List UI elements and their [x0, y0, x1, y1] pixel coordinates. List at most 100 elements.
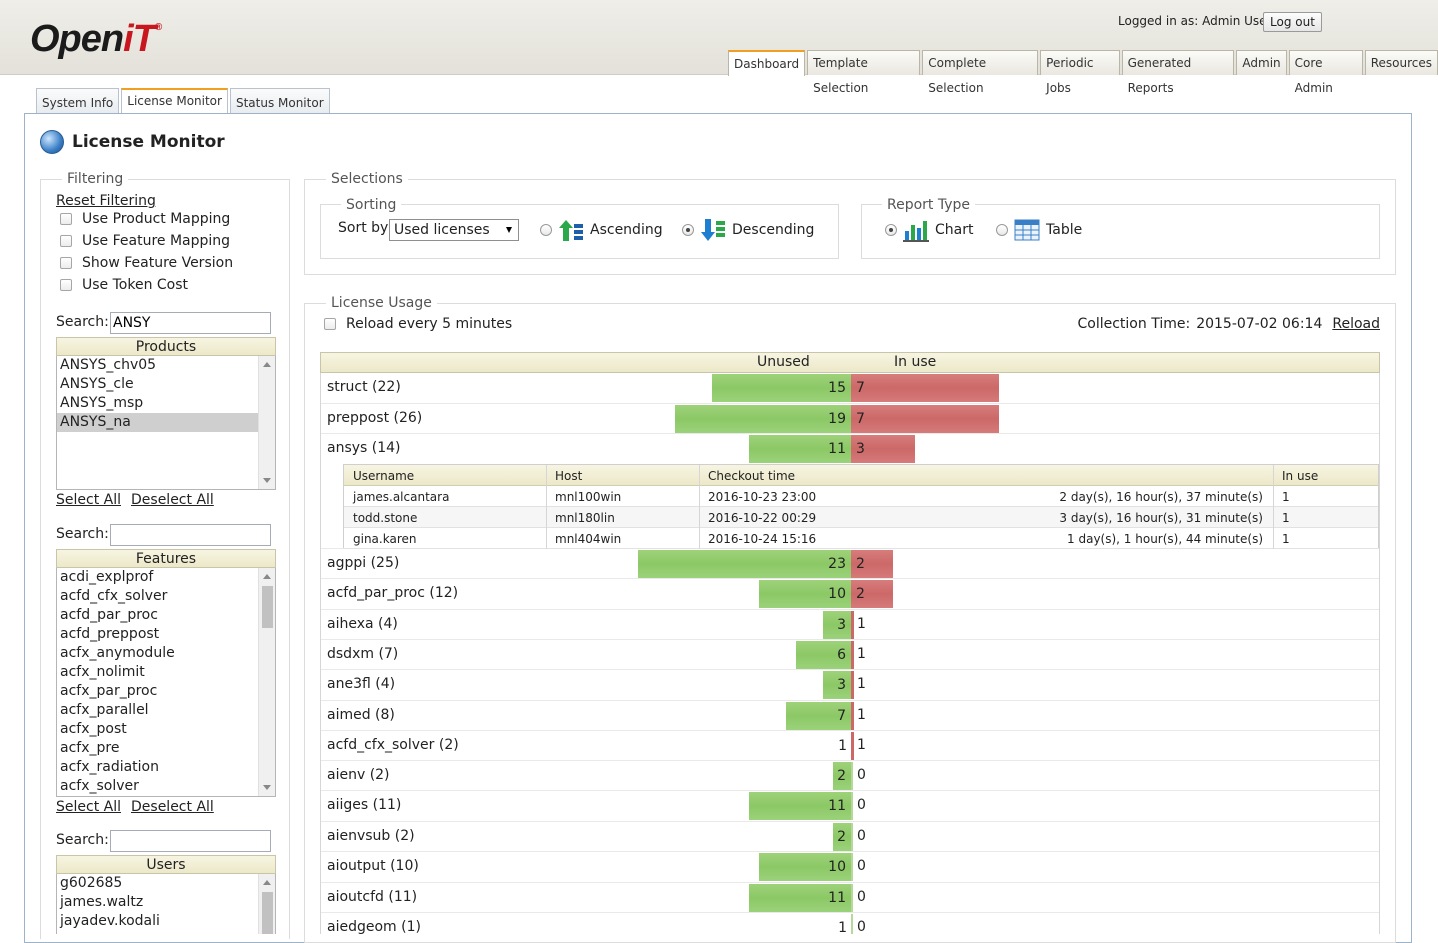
tab-periodic-jobs[interactable]: Periodic Jobs	[1040, 50, 1120, 95]
row-label: aienv (2)	[327, 767, 390, 783]
tab-core-admin[interactable]: Core Admin	[1288, 50, 1363, 95]
table-icon	[1014, 219, 1040, 241]
chart-row[interactable]: aioutcfd (11) 11 0	[321, 883, 1379, 913]
detail-table-row[interactable]: james.alcantara mnl100win 2016-10-23 23:00…	[344, 486, 1378, 507]
detail-duration: 1 day(s), 1 hour(s), 44 minute(s)	[1067, 532, 1263, 546]
tab-license-monitor[interactable]: License Monitor	[121, 88, 228, 113]
unused-bar: 3	[823, 671, 851, 699]
list-item[interactable]: g602685	[60, 875, 123, 891]
detail-cell: mnl100win	[555, 490, 622, 504]
chart-row[interactable]: aimed (8) 7 1	[321, 701, 1379, 731]
features-deselect-all[interactable]: Deselect All	[131, 799, 214, 815]
collection-time-value: 2015-07-02 06:14	[1196, 316, 1323, 332]
list-item-selected[interactable]: ANSYS_na	[57, 413, 259, 432]
chart-label: Chart	[935, 222, 974, 238]
tab-dashboard[interactable]: Dashboard	[728, 50, 806, 76]
list-item[interactable]: acfx_nolimit	[60, 664, 145, 680]
list-item[interactable]: acfd_cfx_solver	[60, 588, 168, 604]
list-item[interactable]: ANSYS_chv05	[60, 357, 157, 373]
logout-button[interactable]: Log out	[1263, 12, 1322, 32]
tab-admin[interactable]: Admin	[1236, 50, 1287, 75]
detail-table-row[interactable]: gina.karen mnl404win 2016-10-24 15:16 1 1 da…	[344, 528, 1378, 549]
reload-link[interactable]: Reload	[1332, 316, 1380, 332]
chart-row[interactable]: dsdxm (7) 6 1	[321, 640, 1379, 670]
users-scrollbar[interactable]	[258, 874, 275, 934]
feature-mapping-checkbox[interactable]	[60, 235, 72, 247]
in-use-column-header: In use	[894, 354, 937, 370]
chart-row[interactable]: preppost (26) 19 7	[321, 404, 1379, 434]
list-item[interactable]: acfd_preppost	[60, 626, 160, 642]
unused-bar: 10	[758, 853, 851, 881]
list-item[interactable]: jayadev.kodali	[60, 913, 160, 929]
tab-generated-reports[interactable]: Generated Reports	[1121, 50, 1235, 95]
descending-radio[interactable]	[682, 224, 694, 236]
openit-logo: OpeniT®	[30, 18, 162, 60]
license-usage-chart: struct (22) 15 7 preppost (26) 19 7 ansys (14)…	[320, 373, 1380, 934]
in-use-bar	[851, 762, 853, 790]
list-item[interactable]: acfx_par_proc	[60, 683, 158, 699]
features-list[interactable]: acdi_explprof acfd_cfx_solver acfd_par_p…	[56, 568, 276, 797]
detail-table-row[interactable]: todd.stone mnl180lin 2016-10-22 00:29 1 3 da…	[344, 507, 1378, 528]
chart-row[interactable]: acfd_cfx_solver (2) 1 1	[321, 731, 1379, 761]
ascending-radio[interactable]	[540, 224, 552, 236]
list-item[interactable]: acfx_anymodule	[60, 645, 175, 661]
sorting-fieldset	[320, 204, 839, 259]
tab-resources[interactable]: Resources	[1364, 50, 1438, 75]
products-select-all[interactable]: Select All	[56, 492, 121, 508]
tab-template-selection[interactable]: Template Selection	[807, 50, 921, 95]
features-search-input[interactable]	[110, 524, 271, 546]
chart-row[interactable]: aioutput (10) 10 0	[321, 852, 1379, 883]
unused-bar: 23	[638, 550, 851, 578]
features-select-all[interactable]: Select All	[56, 799, 121, 815]
list-item[interactable]: acfx_radiation	[60, 759, 159, 775]
list-item[interactable]: acfx_pre	[60, 740, 120, 756]
tab-status-monitor[interactable]: Status Monitor	[229, 88, 330, 113]
reset-filtering-link[interactable]: Reset Filtering	[56, 193, 156, 209]
chart-row[interactable]: aihexa (4) 3 1	[321, 610, 1379, 640]
detail-duration: 3 day(s), 16 hour(s), 31 minute(s)	[1059, 511, 1263, 525]
in-use-bar: 2	[851, 550, 894, 578]
page-title-text: License Monitor	[72, 132, 225, 152]
product-mapping-checkbox[interactable]	[60, 213, 72, 225]
products-deselect-all[interactable]: Deselect All	[131, 492, 214, 508]
list-item[interactable]: acfx_post	[60, 721, 127, 737]
detail-cell: todd.stone	[353, 511, 418, 525]
chart-row[interactable]: aienvsub (2) 2 0	[321, 822, 1379, 852]
detail-duration: 2 day(s), 16 hour(s), 37 minute(s)	[1059, 490, 1263, 504]
row-label: dsdxm (7)	[327, 646, 399, 662]
list-item[interactable]: acdi_explprof	[60, 569, 154, 585]
list-item[interactable]: acfx_solver	[60, 778, 139, 794]
list-item[interactable]: acfd_par_proc	[60, 607, 158, 623]
chart-row[interactable]: ansys (14) 11 3 Username Host Checkout time In…	[321, 434, 1379, 549]
users-list[interactable]: g602685 james.waltz jayadev.kodali	[56, 874, 276, 934]
tab-complete-selection[interactable]: Complete Selection	[922, 50, 1039, 95]
chart-radio[interactable]	[885, 224, 897, 236]
chart-row[interactable]: agppi (25) 23 2	[321, 549, 1379, 579]
products-scrollbar[interactable]	[258, 356, 275, 489]
products-header: Products	[56, 337, 276, 356]
chart-row[interactable]: ane3fl (4) 3 1	[321, 670, 1379, 701]
feature-version-checkbox[interactable]	[60, 257, 72, 269]
chart-row[interactable]: struct (22) 15 7	[321, 373, 1379, 404]
detail-cell: mnl404win	[555, 532, 622, 546]
list-item[interactable]: ANSYS_msp	[60, 395, 144, 411]
features-scrollbar[interactable]	[258, 568, 275, 796]
selections-legend: Selections	[326, 171, 408, 187]
chart-row[interactable]: aiiges (11) 11 0	[321, 791, 1379, 822]
reload-every-checkbox[interactable]	[324, 318, 336, 330]
chart-row[interactable]: aienv (2) 2 0	[321, 761, 1379, 791]
detail-cell: 1	[1282, 511, 1290, 525]
users-search-input[interactable]	[110, 830, 271, 852]
products-search-input[interactable]	[110, 312, 271, 334]
in-use-bar	[851, 702, 854, 730]
list-item[interactable]: ANSYS_cle	[60, 376, 134, 392]
sort-by-select[interactable]: Used licenses	[389, 219, 519, 241]
products-list[interactable]: ANSYS_chv05 ANSYS_cle ANSYS_msp ANSYS_na	[56, 356, 276, 490]
chart-row[interactable]: acfd_par_proc (12) 10 2	[321, 579, 1379, 610]
chart-row[interactable]: aiedgeom (1) 1 0	[321, 913, 1379, 934]
list-item[interactable]: james.waltz	[60, 894, 144, 910]
table-radio[interactable]	[996, 224, 1008, 236]
list-item[interactable]: acfx_parallel	[60, 702, 149, 718]
tab-system-info[interactable]: System Info	[36, 88, 120, 113]
token-cost-checkbox[interactable]	[60, 279, 72, 291]
